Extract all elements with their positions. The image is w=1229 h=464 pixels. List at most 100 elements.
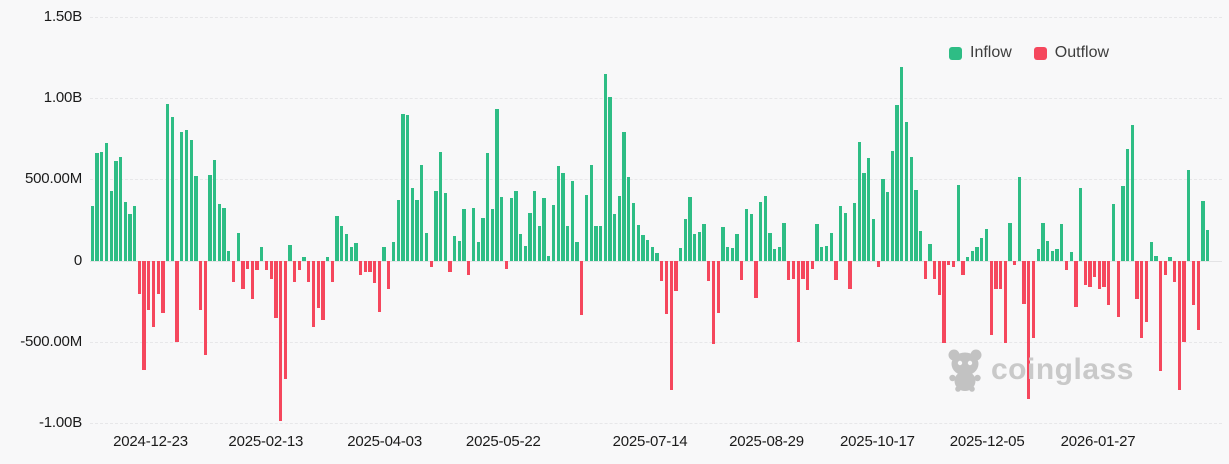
inflow-bar[interactable] [518,234,523,261]
inflow-bar[interactable] [928,244,932,261]
inflow-bar[interactable] [166,104,170,261]
inflow-bar[interactable] [133,206,137,261]
inflow-bar[interactable] [551,204,556,261]
outflow-bar[interactable] [358,260,363,276]
outflow-bar[interactable] [989,260,993,335]
inflow-bar[interactable] [641,235,645,261]
outflow-bar[interactable] [151,260,156,327]
inflow-bar[interactable] [170,117,174,261]
outflow-bar[interactable] [142,260,146,370]
inflow-bar[interactable] [443,192,447,261]
inflow-bar[interactable] [109,190,113,261]
inflow-bar[interactable] [1201,201,1205,261]
inflow-bar[interactable] [486,153,490,261]
outflow-bar[interactable] [1191,260,1196,306]
outflow-bar[interactable] [283,260,287,380]
outflow-bar[interactable] [255,260,259,271]
inflow-bar[interactable] [288,244,292,261]
inflow-bar[interactable] [340,226,344,261]
inflow-bar[interactable] [829,232,833,261]
inflow-bar[interactable] [617,196,622,261]
inflow-bar[interactable] [1069,252,1073,261]
outflow-bar[interactable] [246,260,250,269]
inflow-bar[interactable] [688,197,692,261]
inflow-bar[interactable] [326,257,330,261]
inflow-bar[interactable] [1050,250,1054,261]
inflow-bar[interactable] [1060,224,1064,261]
outflow-bar[interactable] [711,260,716,344]
outflow-bar[interactable] [274,260,278,319]
inflow-bar[interactable] [344,234,349,261]
outflow-bar[interactable] [787,260,791,281]
outflow-bar[interactable] [994,260,998,289]
outflow-bar[interactable] [321,260,325,320]
inflow-bar[interactable] [636,225,640,261]
inflow-bar[interactable] [100,151,104,261]
inflow-bar[interactable] [815,224,819,261]
outflow-bar[interactable] [363,260,367,272]
outflow-bar[interactable] [1140,260,1144,339]
outflow-bar[interactable] [754,260,758,298]
inflow-bar[interactable] [260,247,264,261]
inflow-bar[interactable] [773,249,777,261]
inflow-bar[interactable] [824,245,829,261]
inflow-bar[interactable] [420,164,424,261]
inflow-bar[interactable] [533,191,537,261]
inflow-bar[interactable] [862,173,866,261]
inflow-bar[interactable] [570,181,574,261]
inflow-bar[interactable] [721,226,725,261]
inflow-bar[interactable] [227,250,231,261]
inflow-bar[interactable] [881,179,885,261]
inflow-bar[interactable] [853,202,857,261]
inflow-bar[interactable] [302,256,306,261]
inflow-bar[interactable] [777,247,782,261]
inflow-bar[interactable] [838,206,843,261]
inflow-bar[interactable] [646,239,650,261]
inflow-bar[interactable] [1168,257,1172,261]
outflow-bar[interactable] [1144,260,1149,322]
outflow-bar[interactable] [664,260,669,315]
inflow-bar[interactable] [909,156,913,261]
outflow-bar[interactable] [1116,260,1120,317]
inflow-bar[interactable] [1041,222,1045,261]
inflow-bar[interactable] [758,202,763,261]
inflow-bar[interactable] [584,194,589,261]
inflow-bar[interactable] [1078,187,1083,261]
inflow-bar[interactable] [236,232,240,261]
inflow-bar[interactable] [914,189,918,261]
outflow-bar[interactable] [660,260,664,282]
outflow-bar[interactable] [198,260,203,311]
inflow-bar[interactable] [396,199,400,261]
outflow-bar[interactable] [504,260,509,269]
inflow-bar[interactable] [820,247,824,261]
inflow-bar[interactable] [598,226,603,261]
inflow-bar[interactable] [537,226,542,261]
outflow-bar[interactable] [707,260,711,282]
inflow-bar[interactable] [335,216,339,261]
inflow-bar[interactable] [594,226,598,261]
inflow-bar[interactable] [561,173,565,261]
inflow-bar[interactable] [890,151,894,261]
inflow-bar[interactable] [391,242,396,261]
outflow-bar[interactable] [241,260,245,289]
inflow-bar[interactable] [194,176,198,261]
outflow-bar[interactable] [951,260,956,268]
inflow-bar[interactable] [726,246,730,261]
inflow-bar[interactable] [1046,240,1050,261]
outflow-bar[interactable] [203,260,207,355]
inflow-bar[interactable] [438,151,443,261]
inflow-bar[interactable] [900,67,904,261]
inflow-bar[interactable] [410,188,414,261]
outflow-bar[interactable] [669,260,673,391]
inflow-bar[interactable] [95,153,99,261]
outflow-bar[interactable] [806,260,810,291]
outflow-bar[interactable] [1163,260,1167,276]
inflow-bar[interactable] [406,115,410,261]
inflow-bar[interactable] [1017,177,1022,261]
outflow-bar[interactable] [316,260,320,309]
outflow-bar[interactable] [297,260,302,271]
inflow-bar[interactable] [213,159,217,261]
inflow-bar[interactable] [984,229,989,261]
inflow-bar[interactable] [622,131,626,261]
inflow-bar[interactable] [1121,185,1125,261]
